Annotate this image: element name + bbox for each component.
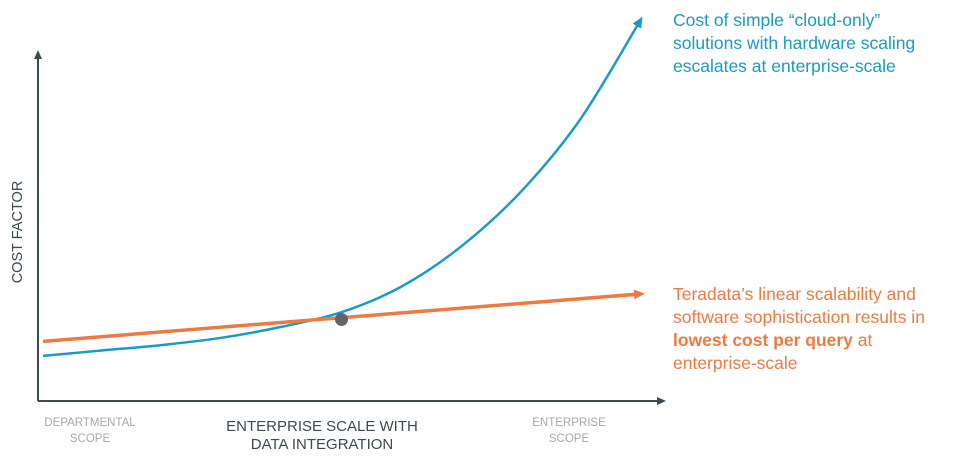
series-line-cloud [42,16,643,358]
annotation-cloud-line-3: escalates at enterprise-scale [673,56,896,76]
x-tick-label: ENTERPRISE [532,417,606,429]
annotation-teradata-line-2: software sophistication results in [673,307,925,327]
x-tick-label: DATA INTEGRATION [251,436,394,453]
annotation-teradata-cost: Teradata’s linear scalability and softwa… [673,283,973,375]
annotation-teradata-line-3: lowest cost per query at [673,329,973,352]
annotation-teradata-line-4: enterprise-scale [673,353,798,373]
annotation-teradata-emphasis: lowest cost per query [673,330,853,350]
y-axis-label: COST FACTOR [10,181,26,284]
annotation-cloud-cost: Cost of simple “cloud-only” solutions wi… [673,9,973,78]
annotation-cloud-line-2: solutions with hardware scaling [673,33,916,53]
annotation-cloud-line-1: Cost of simple “cloud-only” [673,10,881,30]
x-tick-label: DEPARTMENTAL [44,417,136,429]
x-tick-label: SCOPE [70,433,111,445]
x-tick-label: ENTERPRISE SCALE WITH [226,418,418,435]
x-tick-labels: DEPARTMENTAL SCOPE ENTERPRISE SCALE WITHDA… [44,417,606,453]
annotation-teradata-line-1: Teradata’s linear scalability and [673,284,916,304]
x-tick-label: SCOPE [549,433,590,445]
annotation-teradata-line-3-rest: at [852,330,873,350]
intersection-marker [335,312,348,326]
